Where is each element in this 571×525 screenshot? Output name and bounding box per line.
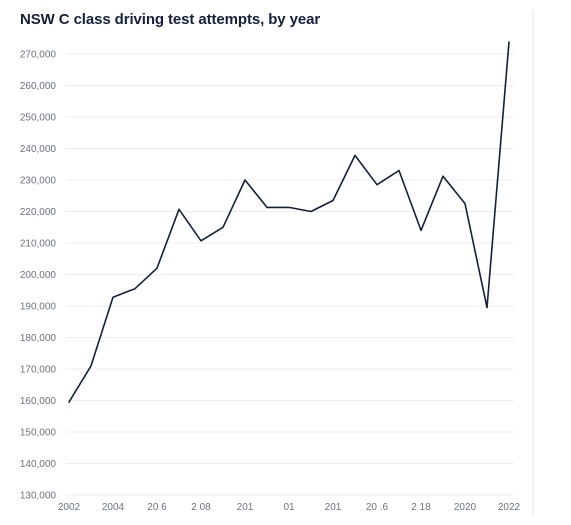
data-point: [484, 305, 490, 311]
data-point: [462, 201, 468, 207]
x-tick-label: 2 08: [191, 502, 211, 513]
x-tick-label: 2022: [498, 502, 521, 513]
data-point: [110, 294, 116, 300]
chart-title: NSW C class driving test attempts, by ye…: [20, 11, 321, 28]
data-point: [88, 363, 94, 369]
data-point: [176, 206, 182, 212]
data-point: [374, 182, 380, 188]
x-tick-label: 201: [325, 502, 342, 513]
data-point: [440, 173, 446, 179]
y-tick-label: 250,000: [20, 113, 57, 124]
y-tick-label: 130,000: [20, 491, 57, 502]
y-tick-label: 170,000: [20, 365, 57, 376]
series-layer: [66, 39, 512, 405]
x-tick-label: 2004: [102, 502, 125, 513]
y-tick-label: 200,000: [20, 270, 57, 281]
data-point: [242, 177, 248, 183]
y-tick-label: 180,000: [20, 333, 57, 344]
data-point: [330, 198, 336, 204]
x-tick-label: 2 18: [411, 502, 431, 513]
series-line: [68, 41, 510, 403]
data-point: [154, 265, 160, 271]
data-point: [418, 227, 424, 233]
x-axis-ticks: 2002 2004 20 6 2 08 201 01 201 20 .6 2 18 2020 202…: [58, 502, 521, 513]
y-tick-label: 160,000: [20, 396, 57, 407]
x-tick-label: 20 6: [147, 502, 167, 513]
y-tick-label: 190,000: [20, 302, 57, 313]
data-point: [198, 238, 204, 244]
y-tick-label: 140,000: [20, 459, 57, 470]
data-point: [66, 399, 72, 405]
data-point: [132, 286, 138, 292]
data-point: [352, 152, 358, 158]
x-tick-label: 201: [237, 502, 254, 513]
y-tick-label: 260,000: [20, 81, 57, 92]
data-point: [264, 204, 270, 210]
y-tick-label: 230,000: [20, 176, 57, 187]
x-tick-label: 01: [283, 502, 295, 513]
data-point: [286, 204, 292, 210]
y-tick-label: 150,000: [20, 428, 57, 439]
y-tick-label: 270,000: [20, 50, 57, 61]
x-tick-label: 20 .6: [366, 502, 389, 513]
y-tick-label: 210,000: [20, 239, 57, 250]
x-tick-label: 2020: [454, 502, 477, 513]
data-point: [506, 39, 512, 45]
y-tick-label: 220,000: [20, 207, 57, 218]
gridlines: [66, 10, 534, 515]
y-tick-label: 240,000: [20, 144, 57, 155]
y-axis-ticks: 130,000 140,000 150,000 160,000 170,000 180,0…: [20, 50, 57, 502]
data-point: [396, 168, 402, 174]
data-point: [308, 209, 314, 215]
data-point: [220, 224, 226, 230]
x-tick-label: 2002: [58, 502, 81, 513]
